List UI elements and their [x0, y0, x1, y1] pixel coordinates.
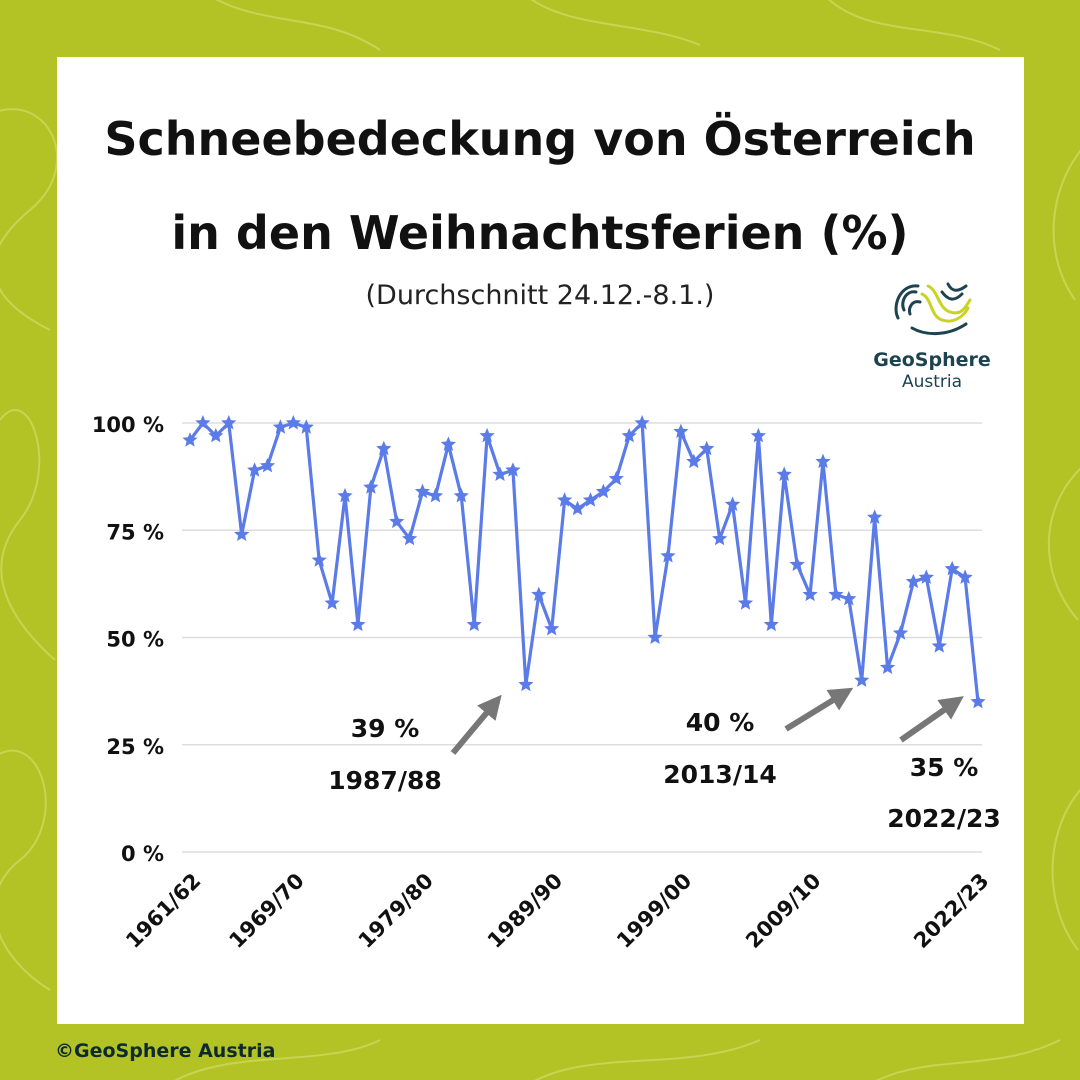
data-point-marker	[389, 513, 405, 529]
title-line-2: in den Weihnachtsferien (%)	[171, 206, 909, 260]
data-point-marker	[905, 573, 921, 589]
data-point-marker	[880, 659, 896, 674]
x-tick-label: 1969/70	[224, 869, 308, 953]
annotation-season-label: 2022/23	[887, 804, 1001, 833]
data-point-marker	[892, 625, 909, 640]
data-point-marker	[324, 595, 340, 610]
data-point-marker	[931, 638, 947, 653]
annotation-arrow	[899, 696, 964, 743]
data-point-marker	[724, 496, 741, 511]
data-point-marker	[363, 479, 379, 494]
data-point-marker	[582, 492, 599, 507]
data-point-marker	[737, 595, 754, 610]
x-tick-label: 1961/62	[121, 869, 205, 953]
annotation-season-label: 2013/14	[663, 760, 777, 789]
data-point-marker	[247, 462, 263, 477]
data-point-marker	[815, 453, 831, 469]
data-point-marker	[660, 548, 676, 563]
chart-subtitle: (Durchschnitt 24.12.-8.1.)	[365, 280, 715, 311]
data-point-marker	[285, 415, 301, 430]
y-tick-label: 25 %	[106, 735, 164, 759]
data-point-marker	[208, 427, 224, 443]
data-point-marker	[221, 415, 237, 430]
data-point-marker	[828, 586, 844, 602]
data-point-marker	[776, 466, 792, 481]
data-point-marker	[427, 487, 444, 503]
data-point-marker	[544, 620, 560, 636]
data-point-marker	[621, 427, 637, 443]
data-point-marker	[259, 457, 276, 473]
data-point-marker	[557, 492, 573, 507]
data-point-marker	[854, 672, 870, 687]
data-point-marker	[944, 560, 960, 576]
data-point-marker	[298, 419, 314, 434]
data-point-marker	[802, 586, 818, 602]
annotation-season-label: 1987/88	[328, 766, 442, 795]
annotation-arrow	[784, 687, 854, 732]
data-point-marker	[479, 427, 495, 443]
data-point-marker	[634, 415, 650, 430]
y-tick-label: 75 %	[106, 520, 164, 544]
data-point-marker	[789, 556, 805, 571]
chart-title: Schneebedeckung von Österreich in den We…	[0, 92, 1080, 280]
data-point-marker	[608, 470, 624, 486]
data-point-marker	[505, 462, 521, 477]
data-point-marker	[492, 466, 508, 481]
y-tick-label: 50 %	[106, 628, 164, 652]
data-point-marker	[440, 436, 456, 451]
logo-subtitle: Austria	[901, 372, 963, 392]
y-tick-label: 0 %	[121, 842, 164, 866]
data-point-marker	[957, 569, 973, 584]
data-point-marker	[918, 569, 934, 584]
copyright-text: ©GeoSphere Austria	[55, 1040, 276, 1062]
data-point-marker	[466, 616, 482, 632]
data-point-marker	[686, 453, 702, 469]
data-point-marker	[311, 552, 327, 567]
data-point-marker	[531, 586, 547, 602]
chart-card	[57, 57, 1024, 1024]
annotation-arrow	[450, 694, 502, 755]
data-point-marker	[647, 629, 663, 644]
data-point-marker	[350, 616, 366, 632]
data-point-marker	[414, 483, 431, 499]
annotation-value-label: 40 %	[686, 708, 755, 737]
data-point-marker	[182, 432, 198, 447]
logo-name: GeoSphere	[873, 349, 991, 371]
data-point-marker	[518, 676, 534, 692]
data-point-marker	[867, 509, 883, 524]
annotation-value-label: 39 %	[351, 714, 420, 743]
annotation-value-label: 35 %	[910, 753, 979, 782]
data-point-marker	[453, 487, 469, 503]
geosphere-contour-logo-icon	[894, 282, 972, 335]
x-tick-label: 1989/90	[483, 869, 567, 953]
data-point-marker	[402, 530, 418, 546]
title-line-1: Schneebedeckung von Österreich	[104, 112, 976, 166]
data-point-marker	[699, 440, 715, 456]
data-point-marker	[763, 616, 779, 632]
x-tick-label: 2009/10	[741, 869, 825, 953]
data-point-marker	[376, 440, 392, 456]
geosphere-logo: GeoSphere Austria	[870, 280, 994, 393]
y-tick-label: 100 %	[92, 413, 164, 437]
x-tick-label: 1999/00	[612, 869, 696, 953]
data-point-marker	[234, 526, 250, 541]
series-line	[188, 421, 980, 703]
data-point-marker	[750, 427, 766, 443]
data-point-marker	[841, 590, 857, 606]
data-point-marker	[569, 500, 586, 516]
x-tick-label: 2022/23	[909, 869, 993, 953]
data-point-marker	[673, 423, 689, 439]
data-point-marker	[272, 419, 288, 434]
data-point-marker	[195, 415, 211, 430]
data-point-marker	[595, 483, 611, 499]
data-point-marker	[712, 530, 728, 546]
data-point-marker	[337, 487, 353, 503]
data-point-marker	[970, 693, 986, 709]
x-tick-label: 1979/80	[354, 869, 438, 953]
